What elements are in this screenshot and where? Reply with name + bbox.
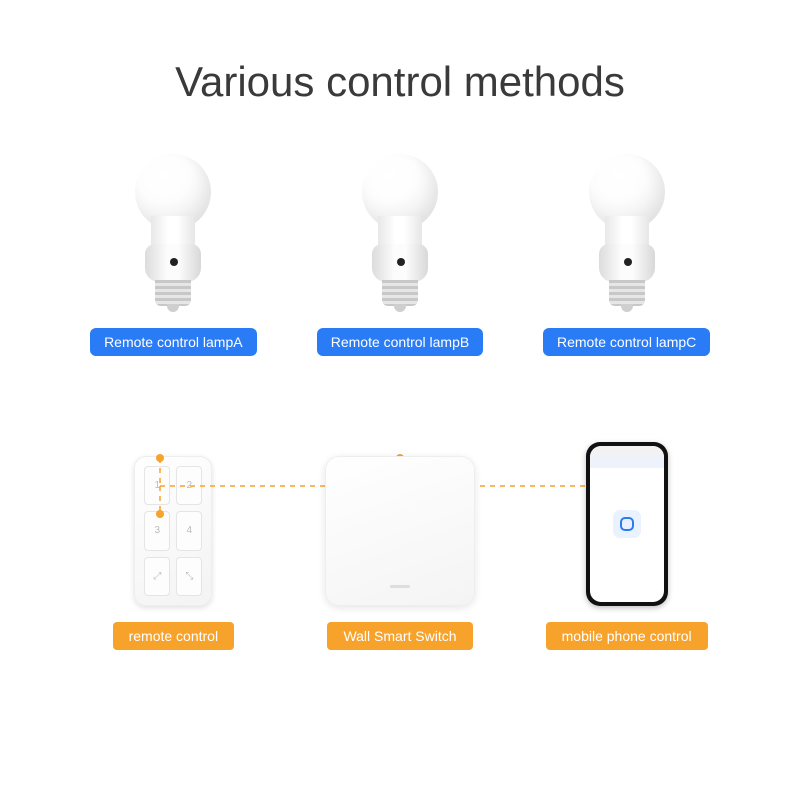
remote-control-icon: 1 2 3 4 ⤢ ⤡ [134,456,212,606]
page-title: Various control methods [0,0,800,106]
lamp-label-b: Remote control lampB [317,328,484,356]
control-col-remote: 1 2 3 4 ⤢ ⤡ remote control [73,456,273,650]
control-col-switch: Wall Smart Switch [300,456,500,650]
remote-btn: ⤢ [144,557,170,596]
control-col-phone: mobile phone control [527,442,727,650]
remote-btn: 3 [144,511,170,550]
lamp-label-a: Remote control lampA [90,328,257,356]
lamp-col-b: Remote control lampB [300,154,500,356]
lamp-label-c: Remote control lampC [543,328,710,356]
control-label-switch: Wall Smart Switch [327,622,472,650]
lamp-col-c: Remote control lampC [527,154,727,356]
bulb-icon [123,154,223,314]
control-label-phone: mobile phone control [546,622,708,650]
phone-icon [586,442,668,606]
remote-btn: 2 [176,466,202,505]
remote-btn: 4 [176,511,202,550]
remote-btn: ⤡ [176,557,202,596]
control-row: 1 2 3 4 ⤢ ⤡ remote control Wall Smart Sw… [0,442,800,650]
lamp-row: Remote control lampA Remote control lamp… [0,154,800,356]
wall-switch-icon [325,456,475,606]
lamp-col-a: Remote control lampA [73,154,273,356]
control-label-remote: remote control [113,622,234,650]
remote-btn: 1 [144,466,170,505]
bulb-icon [577,154,677,314]
bulb-icon [350,154,450,314]
